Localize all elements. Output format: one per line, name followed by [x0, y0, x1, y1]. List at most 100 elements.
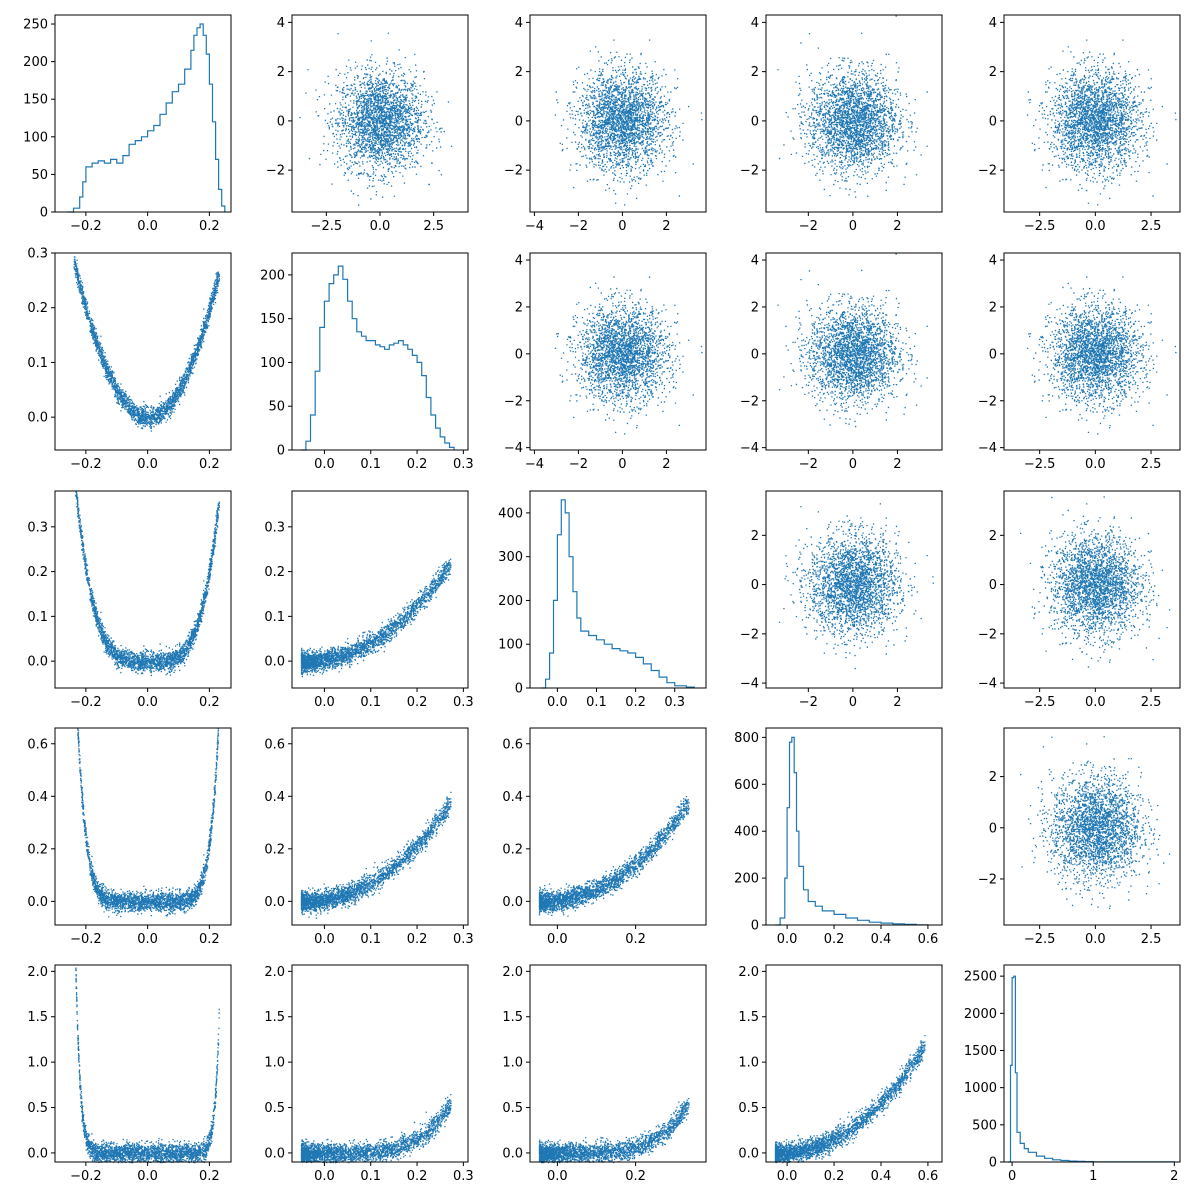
axes-frame [54, 14, 232, 213]
y-tick-label: 0.0 [264, 655, 285, 670]
y-tick-label: 0.4 [264, 790, 285, 805]
panel-r0-c0: −0.2 0.0 0.2 0 50 100 150 200 250 [23, 14, 232, 234]
y-tick-label: 600 [734, 778, 759, 793]
axes-frame [291, 964, 469, 1163]
y-tick-label: 1.0 [738, 1056, 759, 1071]
axes-frame [765, 727, 943, 926]
y-tick-label: 2 [277, 65, 285, 80]
panel-r1-c4: −2.5 0.0 2.5 −4 −2 0 2 4 [978, 252, 1181, 472]
y-tick-label: 0.0 [264, 895, 285, 910]
y-tick-label: −4 [740, 441, 759, 456]
x-tick-label: 0.3 [453, 457, 474, 472]
x-tick-label: −2 [569, 457, 588, 472]
y-tick-label: 2500 [964, 970, 997, 985]
x-tick-label: 2.5 [423, 219, 444, 234]
axes-frame [1003, 964, 1181, 1163]
scatter-mark [1026, 39, 1177, 206]
x-tick-label: 0.0 [314, 457, 335, 472]
axes-frame [765, 964, 943, 1163]
y-tick-label: 0.5 [738, 1101, 759, 1116]
y-tick-label: 500 [972, 1118, 997, 1133]
y-tick-label: 0.4 [502, 790, 523, 805]
histogram-step-line [1008, 975, 1175, 1163]
y-tick-label: 0 [751, 578, 759, 593]
y-tick-label: 2 [989, 65, 997, 80]
x-tick-label: −4 [525, 219, 544, 234]
x-tick-label: 2 [893, 695, 901, 710]
x-tick-label: 2 [893, 457, 901, 472]
y-tick-label: 2 [989, 770, 997, 785]
scatter-points [300, 791, 452, 919]
panel-r2-c0: −0.2 0.0 0.2 0.0 0.1 0.2 0.3 [27, 490, 232, 710]
x-tick-label: 0.0 [137, 219, 158, 234]
axes-frame [54, 727, 232, 926]
x-tick-label: −0.2 [70, 932, 102, 947]
axes-frame [291, 727, 469, 926]
y-tick-label: 100 [260, 356, 285, 371]
y-tick-label: 200 [734, 872, 759, 887]
histogram-step-line [775, 736, 929, 926]
x-tick-label: 0.0 [137, 457, 158, 472]
x-tick-label: 0.2 [199, 932, 220, 947]
y-tick-label: 100 [23, 130, 48, 145]
x-tick-label: 0.2 [199, 1169, 220, 1184]
panel-r0-c2: −4 −2 0 2 −2 0 2 4 [504, 14, 707, 234]
y-tick-label: 0 [989, 1156, 997, 1171]
y-tick-label: 0.5 [27, 1101, 48, 1116]
y-tick-label: 1500 [964, 1044, 997, 1059]
histogram-step-line [541, 499, 695, 689]
scatter-mark [774, 1035, 926, 1164]
axes-frame [1003, 14, 1181, 213]
x-tick-label: 0.0 [370, 219, 391, 234]
scatter-points [554, 39, 703, 206]
x-tick-label: 2 [662, 457, 670, 472]
y-tick-label: 50 [31, 168, 48, 183]
x-tick-label: 0 [618, 219, 626, 234]
y-tick-label: −4 [740, 677, 759, 692]
panel-r3-c2: 0.0 0.2 0.0 0.2 0.4 0.6 [502, 727, 707, 947]
x-tick-label: 0.2 [199, 695, 220, 710]
x-tick-label: −2.5 [1024, 695, 1056, 710]
y-tick-label: 0 [277, 444, 285, 459]
y-tick-label: 0.0 [738, 1146, 759, 1161]
y-tick-label: 0.0 [27, 655, 48, 670]
y-tick-label: 0.2 [264, 842, 285, 857]
x-tick-label: 0.2 [407, 695, 428, 710]
y-tick-label: 0.0 [264, 1146, 285, 1161]
y-tick-label: 2 [751, 65, 759, 80]
x-tick-label: 2 [1170, 1169, 1178, 1184]
x-tick-label: 0.2 [625, 932, 646, 947]
y-tick-label: 0 [515, 682, 523, 697]
x-tick-label: 0.0 [137, 932, 158, 947]
y-tick-label: 2.0 [264, 965, 285, 980]
y-tick-label: 4 [751, 16, 759, 31]
scatter-mark [554, 276, 703, 435]
scatter-mark [299, 32, 453, 206]
y-tick-label: 150 [23, 93, 48, 108]
panel-r0-c3: −2 0 2 −2 0 2 4 [740, 14, 943, 234]
scatter-mark [777, 253, 928, 428]
x-tick-label: 0.0 [137, 695, 158, 710]
axes-frame [1003, 490, 1181, 689]
x-tick-label: −4 [525, 457, 544, 472]
x-tick-label: −2.5 [1024, 932, 1056, 947]
y-tick-label: 2 [751, 529, 759, 544]
panel-r4-c1: 0.0 0.1 0.2 0.3 0.0 0.5 1.0 1.5 2.0 [264, 964, 474, 1184]
scatter-mark [75, 967, 220, 1164]
panel-r4-c0: −0.2 0.0 0.2 0.0 0.5 1.0 1.5 2.0 [27, 964, 232, 1184]
scatter-points [73, 256, 220, 432]
x-tick-label: 0.2 [407, 1169, 428, 1184]
panel-r2-c1: 0.0 0.1 0.2 0.3 0.0 0.1 0.2 0.3 [264, 490, 474, 710]
y-tick-label: 0.2 [264, 565, 285, 580]
y-tick-label: −2 [266, 164, 285, 179]
x-tick-label: −2 [799, 457, 818, 472]
x-tick-label: 0 [1008, 1169, 1016, 1184]
x-tick-label: 0.1 [360, 695, 381, 710]
y-tick-label: 0 [515, 114, 523, 129]
scatter-points [75, 491, 220, 676]
x-tick-label: −2.5 [1024, 219, 1056, 234]
scatter-points [778, 503, 934, 670]
x-tick-label: 0.6 [918, 932, 939, 947]
panel-r2-c3: −2 0 2 −4 −2 0 2 [740, 490, 943, 710]
x-tick-label: 0.0 [777, 1169, 798, 1184]
